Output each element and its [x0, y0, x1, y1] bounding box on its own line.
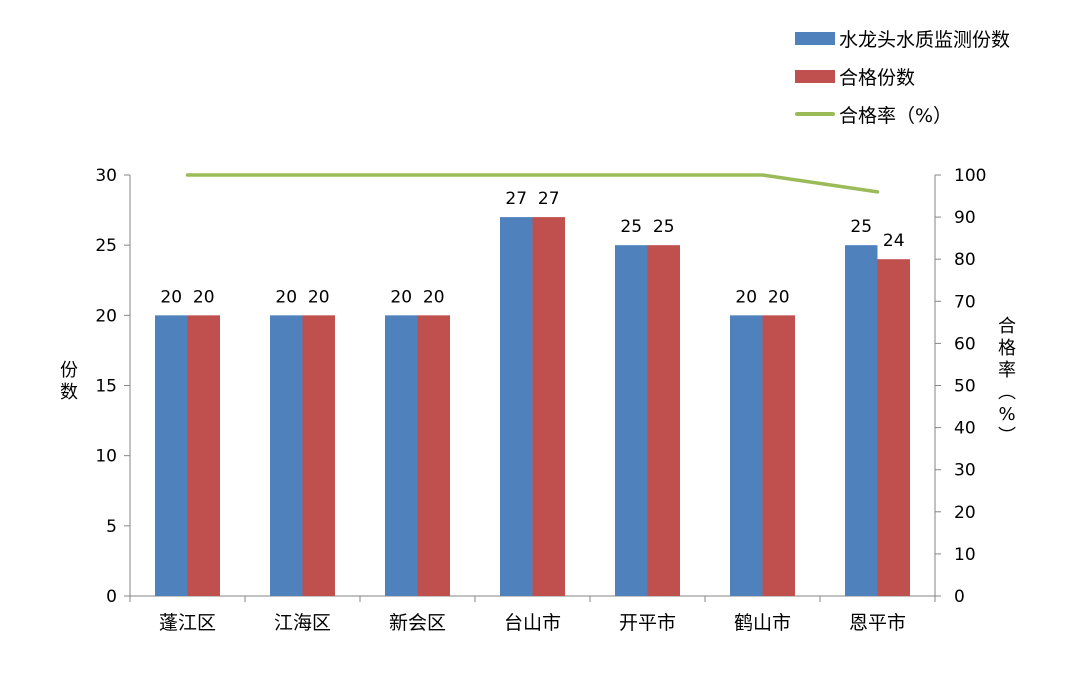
- legend-label: 合格率（%）: [839, 104, 953, 127]
- right-tick-label: 80: [954, 250, 976, 270]
- bar: [762, 315, 795, 596]
- axis-title-char: 数: [60, 382, 78, 403]
- right-tick-label: 10: [954, 545, 976, 565]
- bar-value-label: 20: [735, 287, 757, 307]
- left-tick-label: 30: [95, 166, 117, 186]
- bar: [270, 315, 303, 596]
- bar: [615, 245, 648, 596]
- bar: [877, 259, 910, 596]
- bar: [417, 315, 450, 596]
- left-tick-label: 0: [106, 587, 117, 607]
- right-tick-label: 60: [954, 334, 976, 354]
- x-tick-label: 江海区: [274, 612, 331, 634]
- legend-label: 合格份数: [839, 66, 916, 89]
- left-tick-label: 10: [95, 447, 117, 467]
- x-tick-label: 台山市: [504, 612, 561, 634]
- legend-item-monitored: 水龙头水质监测份数: [795, 24, 1010, 52]
- legend-swatch-green-line: [795, 112, 835, 116]
- right-tick-label: 30: [954, 461, 976, 481]
- bar-series: [155, 217, 910, 596]
- right-tick-label: 100: [954, 166, 986, 186]
- x-axis: 蓬江区 江海区 新会区 台山市 开平市 鹤山市 恩平市: [129, 595, 936, 634]
- right-tick-label: 70: [954, 292, 976, 312]
- bar-value-label: 20: [390, 287, 412, 307]
- left-tick-label: 5: [106, 517, 117, 537]
- legend-swatch-blue: [795, 31, 835, 45]
- axis-title-char: ︵: [998, 382, 1016, 403]
- x-tick-label: 新会区: [389, 612, 446, 634]
- bar-value-label: 20: [193, 287, 215, 307]
- x-tick-label: 开平市: [619, 612, 676, 634]
- bar-value-label: 20: [160, 287, 182, 307]
- x-tick-label: 恩平市: [849, 612, 906, 634]
- axis-title-char: 率: [998, 360, 1016, 381]
- right-y-axis: 0 10 20 30 40 50 60 70 80 90 100: [934, 166, 986, 607]
- right-tick-label: 50: [954, 377, 976, 397]
- bar: [730, 315, 763, 596]
- legend-label: 水龙头水质监测份数: [839, 28, 1011, 51]
- bar-data-labels: 20 20 20 20 20 20 27 27 25 25 20 20 25 24: [160, 189, 904, 307]
- bar-value-label: 20: [423, 287, 445, 307]
- axis-title-char: 格: [998, 338, 1016, 359]
- bar-value-label: 24: [883, 231, 905, 251]
- bar-value-label: 20: [275, 287, 297, 307]
- left-axis-title: 份 数: [58, 360, 80, 404]
- right-tick-label: 90: [954, 208, 976, 228]
- legend-swatch-red: [795, 69, 835, 83]
- left-y-axis: 0 5 10 15 20 25 30: [95, 166, 131, 607]
- bar-value-label: 25: [620, 217, 642, 237]
- legend-item-pass-rate: 合格率（%）: [795, 100, 952, 128]
- left-tick-label: 25: [95, 236, 117, 256]
- line-series-pass-rate: [185, 173, 880, 194]
- pass-rate-line: [185, 173, 880, 194]
- bar: [500, 217, 533, 596]
- bar: [845, 245, 878, 596]
- bar-value-label: 20: [308, 287, 330, 307]
- legend-item-passed: 合格份数: [795, 62, 915, 90]
- left-tick-label: 15: [95, 377, 117, 397]
- right-tick-label: 0: [954, 587, 965, 607]
- left-tick-label: 20: [95, 306, 117, 326]
- bar: [647, 245, 680, 596]
- axis-title-char: 份: [60, 360, 78, 381]
- right-axis-title: 合 格 率 ︵ % ︶: [996, 316, 1018, 448]
- x-tick-label: 蓬江区: [159, 612, 216, 634]
- axis-title-char: 合: [998, 316, 1016, 337]
- right-tick-label: 20: [954, 503, 976, 523]
- axis-title-char: %: [998, 404, 1016, 425]
- bar: [155, 315, 188, 596]
- bar-value-label: 25: [653, 217, 675, 237]
- bar: [385, 315, 418, 596]
- right-tick-label: 40: [954, 419, 976, 439]
- axis-title-char: ︶: [998, 426, 1016, 447]
- bar-value-label: 25: [850, 217, 872, 237]
- bar: [187, 315, 220, 596]
- bar-value-label: 20: [768, 287, 790, 307]
- bar-value-label: 27: [538, 189, 560, 209]
- bar-value-label: 27: [505, 189, 527, 209]
- bar: [532, 217, 565, 596]
- bar: [302, 315, 335, 596]
- x-tick-label: 鹤山市: [734, 612, 791, 634]
